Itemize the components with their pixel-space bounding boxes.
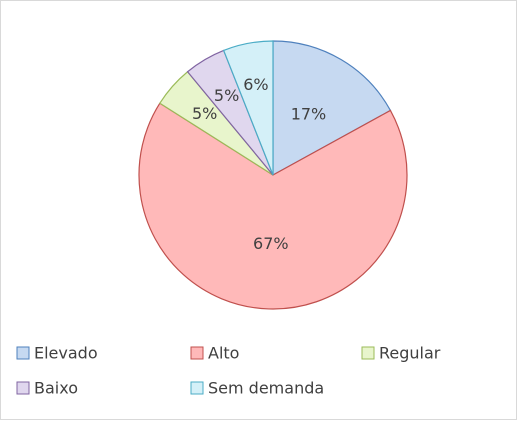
data-label: 5%: [214, 86, 239, 105]
legend-label: Sem demanda: [208, 379, 324, 398]
legend-swatch: [16, 346, 30, 360]
legend-label: Baixo: [34, 379, 78, 398]
data-label: 67%: [253, 234, 289, 253]
legend-swatch: [361, 346, 375, 360]
legend-swatch: [190, 346, 204, 360]
pie-slice: [138, 102, 408, 310]
data-label: 6%: [243, 75, 268, 94]
pie-slice: [272, 40, 392, 177]
data-label: 17%: [291, 105, 327, 124]
legend-label: Regular: [379, 344, 441, 363]
legend-swatch: [16, 381, 30, 395]
legend-label: Elevado: [34, 344, 98, 363]
legend-label: Alto: [208, 344, 239, 363]
legend-swatch: [190, 381, 204, 395]
pie-slice: [222, 40, 274, 176]
data-label: 5%: [192, 104, 217, 123]
